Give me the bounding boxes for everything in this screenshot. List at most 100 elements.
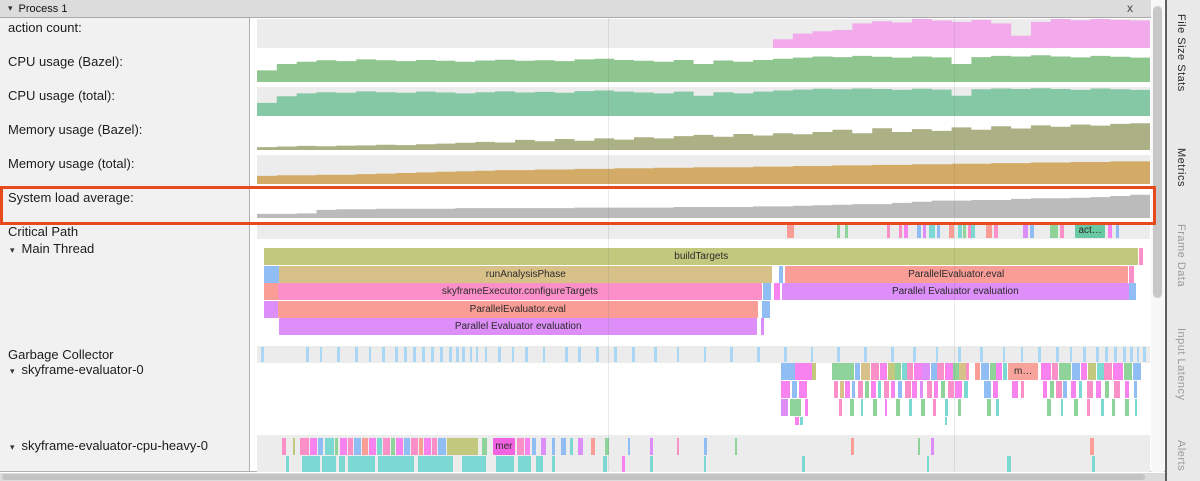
trace-slice[interactable] bbox=[301, 456, 320, 472]
trace-slice[interactable] bbox=[899, 223, 903, 238]
trace-slice-parallelevaluator-eval[interactable]: ParallelEvaluator.eval bbox=[784, 266, 1128, 283]
trace-slice[interactable] bbox=[865, 381, 869, 398]
trace-slice[interactable] bbox=[734, 438, 738, 455]
close-icon[interactable]: x bbox=[1127, 1, 1133, 15]
trace-slice[interactable] bbox=[1108, 223, 1113, 238]
trace-slice[interactable] bbox=[1012, 381, 1018, 398]
track-skyframe-evaluator-0-level-3[interactable] bbox=[257, 417, 1150, 425]
trace-slice[interactable] bbox=[850, 438, 855, 455]
trace-slice[interactable] bbox=[1104, 363, 1113, 380]
track-skyframe-evaluator-cpu-heavy-0-level-1[interactable] bbox=[257, 456, 1150, 472]
trace-slice[interactable] bbox=[891, 381, 896, 398]
trace-slice[interactable] bbox=[944, 399, 949, 416]
trace-slice[interactable] bbox=[908, 399, 912, 416]
trace-slice[interactable] bbox=[1023, 223, 1029, 238]
trace-slice[interactable] bbox=[551, 456, 556, 472]
trace-slice[interactable] bbox=[914, 363, 923, 380]
trace-slice[interactable] bbox=[781, 399, 789, 416]
track-skyframe-evaluator-cpu-heavy-0-level-0[interactable]: mer bbox=[257, 438, 1150, 455]
trace-slice-buildtargets[interactable]: buildTargets bbox=[264, 248, 1139, 265]
gc-tick[interactable] bbox=[462, 347, 466, 362]
chart-cpu-usage-total[interactable] bbox=[257, 87, 1150, 116]
gc-tick[interactable] bbox=[395, 347, 399, 362]
trace-slice[interactable] bbox=[812, 363, 816, 380]
trace-slice[interactable] bbox=[418, 438, 424, 455]
trace-slice[interactable] bbox=[787, 223, 794, 238]
trace-slice[interactable] bbox=[1056, 381, 1062, 398]
trace-slice[interactable] bbox=[649, 438, 654, 455]
trace-slice[interactable] bbox=[790, 399, 801, 416]
gc-tick[interactable] bbox=[730, 347, 733, 362]
trace-slice[interactable] bbox=[871, 381, 876, 398]
trace-slice[interactable] bbox=[1129, 283, 1136, 300]
chevron-down-icon[interactable]: ▾ bbox=[10, 245, 15, 255]
trace-slice[interactable] bbox=[622, 456, 625, 472]
trace-slice[interactable] bbox=[1041, 363, 1051, 380]
gc-tick[interactable] bbox=[864, 347, 867, 362]
tab-metrics[interactable]: Metrics bbox=[1175, 148, 1187, 187]
trace-slice[interactable] bbox=[923, 223, 927, 238]
gc-tick[interactable] bbox=[757, 347, 760, 362]
track-main-thread-row-0[interactable]: buildTargets bbox=[257, 248, 1150, 265]
trace-slice[interactable] bbox=[560, 438, 566, 455]
gc-tick[interactable] bbox=[1136, 347, 1140, 362]
trace-slice[interactable] bbox=[1124, 363, 1133, 380]
trace-slice[interactable] bbox=[851, 381, 856, 398]
trace-slice[interactable] bbox=[949, 223, 954, 238]
trace-slice[interactable] bbox=[996, 363, 1002, 380]
trace-slice[interactable] bbox=[886, 223, 890, 238]
trace-slice[interactable] bbox=[873, 399, 877, 416]
trace-slice[interactable] bbox=[627, 438, 631, 455]
gc-tick[interactable] bbox=[1123, 347, 1126, 362]
trace-slice[interactable] bbox=[578, 438, 583, 455]
trace-slice[interactable] bbox=[983, 381, 992, 398]
trace-slice[interactable] bbox=[894, 363, 901, 380]
gc-tick[interactable] bbox=[448, 347, 452, 362]
trace-slice[interactable] bbox=[590, 438, 595, 455]
trace-slice[interactable] bbox=[966, 363, 969, 380]
gc-tick[interactable] bbox=[440, 347, 443, 362]
trace-slice[interactable] bbox=[362, 438, 368, 455]
trace-slice[interactable] bbox=[855, 363, 860, 380]
track-skyframe-evaluator-0-level-2[interactable] bbox=[257, 399, 1150, 416]
track-skyframe-evaluator-0-level-1[interactable] bbox=[257, 381, 1150, 398]
trace-slice[interactable] bbox=[963, 223, 967, 238]
trace-slice[interactable] bbox=[958, 399, 961, 416]
trace-slice[interactable] bbox=[1072, 363, 1081, 380]
trace-slice[interactable] bbox=[410, 438, 418, 455]
trace-slice[interactable] bbox=[794, 363, 813, 380]
gc-tick[interactable] bbox=[676, 347, 680, 362]
chart-action-count[interactable] bbox=[257, 19, 1150, 48]
trace-slice[interactable] bbox=[1133, 381, 1138, 398]
trace-slice[interactable] bbox=[941, 381, 945, 398]
trace-slice[interactable] bbox=[849, 399, 854, 416]
gc-tick[interactable] bbox=[261, 347, 265, 362]
gc-tick[interactable] bbox=[306, 347, 309, 362]
trace-slice[interactable] bbox=[907, 363, 914, 380]
trace-slice[interactable] bbox=[967, 223, 971, 238]
gc-tick[interactable] bbox=[1069, 347, 1073, 362]
trace-slice[interactable] bbox=[958, 363, 967, 380]
trace-slice[interactable] bbox=[880, 363, 888, 380]
trace-slice[interactable] bbox=[931, 438, 934, 455]
trace-slice[interactable] bbox=[1116, 223, 1119, 238]
trace-slice[interactable] bbox=[516, 438, 524, 455]
process-collapse-icon[interactable]: ▾ bbox=[8, 3, 13, 13]
trace-slice[interactable] bbox=[974, 363, 981, 380]
trace-slice[interactable] bbox=[340, 438, 348, 455]
chart-cpu-usage-bazel[interactable] bbox=[257, 53, 1150, 82]
trace-slice[interactable] bbox=[1114, 381, 1120, 398]
gc-tick[interactable] bbox=[565, 347, 568, 362]
trace-slice[interactable] bbox=[904, 223, 908, 238]
gc-tick[interactable] bbox=[703, 347, 707, 362]
gc-tick[interactable] bbox=[1038, 347, 1042, 362]
trace-slice[interactable] bbox=[774, 283, 781, 300]
trace-slice[interactable] bbox=[703, 438, 708, 455]
trace-slice[interactable] bbox=[931, 363, 938, 380]
trace-slice[interactable] bbox=[282, 438, 286, 455]
gc-tick[interactable] bbox=[1105, 347, 1109, 362]
gc-tick[interactable] bbox=[1130, 347, 1134, 362]
trace-slice[interactable] bbox=[840, 381, 844, 398]
track-label-skyframe-evaluator-cpu-heavy-0[interactable]: ▾ skyframe-evaluator-cpu-heavy-0 bbox=[10, 438, 208, 453]
gc-tick[interactable] bbox=[596, 347, 599, 362]
